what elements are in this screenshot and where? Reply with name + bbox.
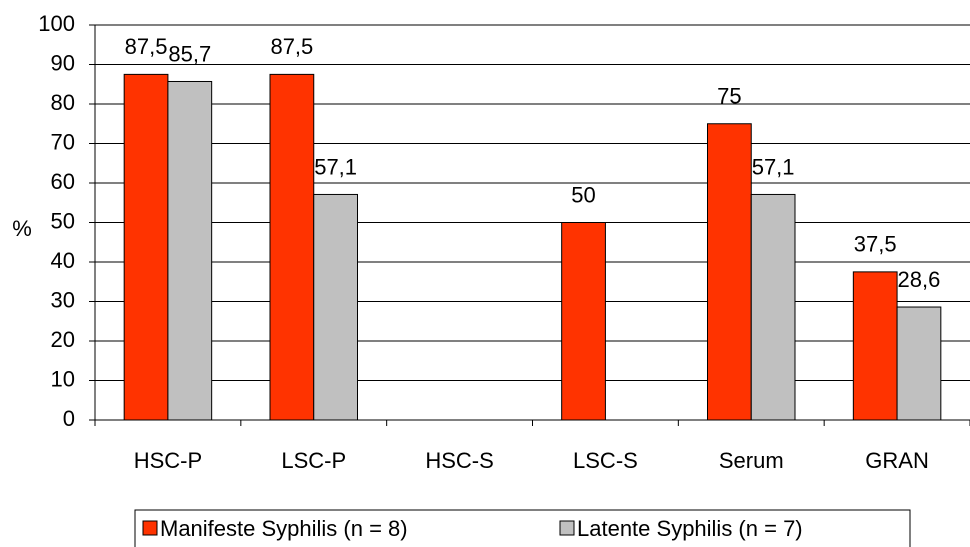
legend-box: [134, 509, 911, 547]
value-label: 28,6: [898, 267, 941, 292]
y-tick-label: 50: [51, 208, 75, 233]
bar: [269, 73, 315, 421]
value-label: 75: [717, 84, 741, 109]
legend-swatch: [142, 520, 158, 536]
x-tick-label: HSC-S: [425, 448, 493, 473]
legend-label: Manifeste Syphilis (n = 8): [160, 516, 408, 541]
legend-swatch: [559, 520, 575, 536]
bar: [123, 73, 169, 421]
x-tick-label: Serum: [719, 448, 784, 473]
x-tick-label: LSC-P: [281, 448, 346, 473]
bar: [750, 193, 796, 421]
x-tick-label: HSC-P: [134, 448, 202, 473]
y-tick-label: 60: [51, 169, 75, 194]
y-tick-label: 80: [51, 90, 75, 115]
y-tick-label: 90: [51, 50, 75, 75]
x-tick-label: GRAN: [865, 448, 929, 473]
legend-label: Latente Syphilis (n = 7): [577, 516, 803, 541]
value-label: 57,1: [752, 154, 795, 179]
value-label: 87,5: [125, 34, 168, 59]
value-label: 50: [571, 182, 595, 207]
y-tick-label: 0: [63, 406, 75, 431]
y-tick-label: 30: [51, 287, 75, 312]
bar: [561, 222, 606, 421]
y-tick-label: 100: [38, 11, 75, 36]
bar: [313, 193, 358, 421]
bar: [896, 306, 942, 421]
bar: [167, 80, 213, 421]
value-label: 57,1: [314, 154, 357, 179]
value-label: 37,5: [854, 232, 897, 257]
y-tick-label: 10: [51, 366, 75, 391]
x-tick-label: LSC-S: [573, 448, 638, 473]
y-tick-label: 70: [51, 129, 75, 154]
y-tick-label: 40: [51, 248, 75, 273]
y-tick-label: 20: [51, 327, 75, 352]
bar: [852, 271, 898, 421]
value-label: 87,5: [270, 34, 313, 59]
value-label: 85,7: [168, 41, 211, 66]
bar: [707, 123, 752, 421]
y-axis-label: %: [12, 216, 32, 241]
